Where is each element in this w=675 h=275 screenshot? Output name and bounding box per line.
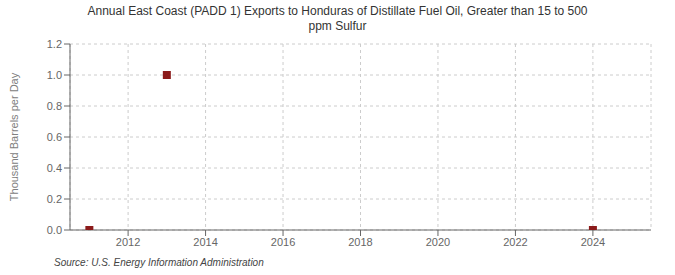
svg-text:2016: 2016 — [271, 236, 295, 248]
svg-text:2022: 2022 — [503, 236, 527, 248]
svg-text:2018: 2018 — [348, 236, 372, 248]
html-text:Annual East Coast (PADD 1) Exp: Annual East Coast (PADD 1) Exports to Ho… — [87, 4, 588, 18]
svg-text:0.2: 0.2 — [47, 193, 62, 205]
svg-text:2020: 2020 — [426, 236, 450, 248]
html-text:Source: U.S. Energy Informatio: Source: U.S. Energy Information Administ… — [54, 257, 264, 268]
svg-text:2014: 2014 — [193, 236, 217, 248]
svg-text:2024: 2024 — [581, 236, 605, 248]
svg-text:2012: 2012 — [116, 236, 140, 248]
svg-text:0.4: 0.4 — [47, 162, 62, 174]
svg-text:0.8: 0.8 — [47, 100, 62, 112]
svg-text:0.6: 0.6 — [47, 131, 62, 143]
svg-text:0.0: 0.0 — [47, 224, 62, 236]
svg-text:1.0: 1.0 — [47, 69, 62, 81]
html-text:ppm Sulfur: ppm Sulfur — [308, 19, 367, 33]
svg-text:1.2: 1.2 — [47, 38, 62, 50]
svg-text:Thousand Barrels per Day: Thousand Barrels per Day — [8, 72, 20, 201]
